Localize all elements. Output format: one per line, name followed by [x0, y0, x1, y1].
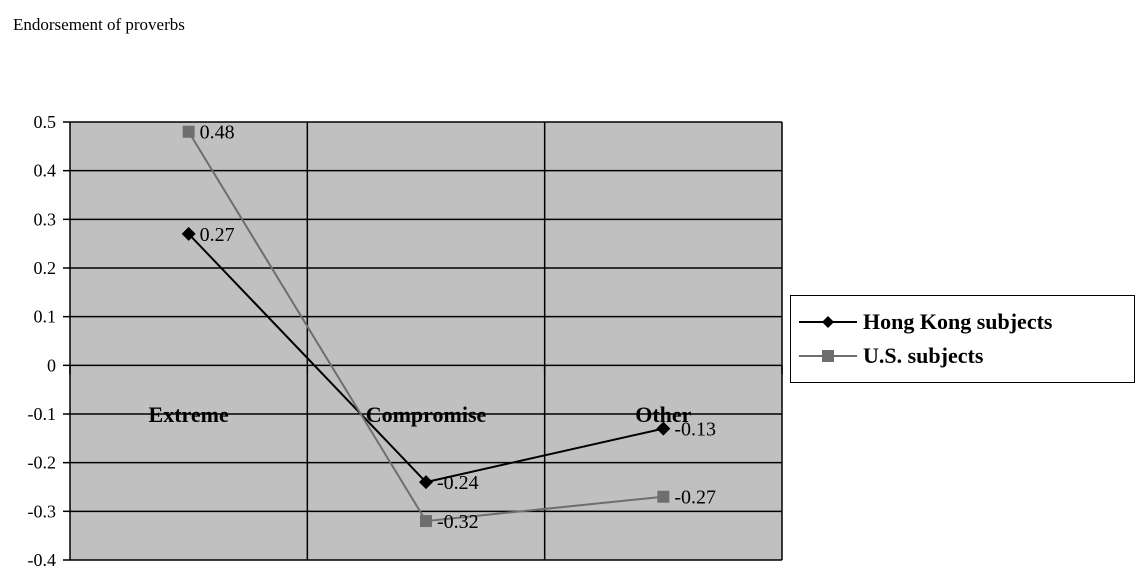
- data-point-hong-kong: [656, 421, 671, 436]
- y-tick-label: -0.4: [28, 550, 57, 570]
- data-point-us: [657, 490, 670, 503]
- legend-item-hong-kong: Hong Kong subjects: [797, 306, 1052, 338]
- y-axis-title: Endorsement of proverbs: [13, 15, 185, 34]
- y-tick-label: 0: [47, 355, 56, 375]
- data-label: 0.48: [200, 122, 235, 144]
- data-label: 0.27: [200, 224, 235, 246]
- data-label: -0.13: [674, 419, 716, 441]
- data-label: -0.27: [674, 487, 716, 509]
- legend-item-us: U.S. subjects: [797, 340, 983, 372]
- category-label: Extreme: [149, 402, 229, 427]
- legend: Hong Kong subjects U.S. subjects: [790, 295, 1135, 383]
- data-point-hong-kong: [419, 475, 433, 490]
- data-point-us: [420, 515, 432, 528]
- legend-label-hong-kong: Hong Kong subjects: [863, 309, 1053, 334]
- data-point-us: [182, 125, 195, 138]
- y-tick-label: 0.1: [34, 307, 57, 327]
- y-tick-label: 0.3: [34, 209, 57, 229]
- y-tick-label: -0.2: [28, 453, 57, 473]
- y-tick-label: 0.2: [34, 258, 57, 278]
- y-tick-label: 0.4: [34, 161, 57, 181]
- category-label: Compromise: [366, 402, 487, 427]
- data-point-hong-kong: [181, 226, 196, 241]
- data-label: -0.24: [437, 472, 479, 494]
- y-tick-label: -0.3: [28, 501, 57, 521]
- square-marker-icon: [799, 350, 857, 362]
- y-tick-label: -0.1: [28, 404, 57, 424]
- legend-label-us: U.S. subjects: [863, 343, 984, 368]
- data-label: -0.32: [437, 511, 479, 533]
- y-tick-label: 0.5: [34, 112, 57, 132]
- diamond-marker-icon: [799, 316, 857, 328]
